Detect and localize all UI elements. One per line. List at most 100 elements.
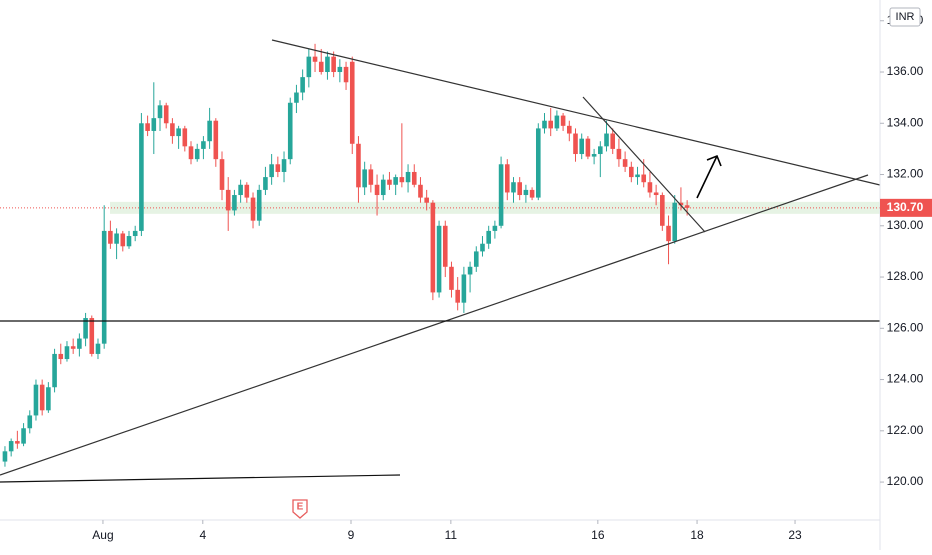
- x-tick-label: Aug: [92, 528, 113, 542]
- candle-body: [170, 123, 175, 137]
- candle-body: [176, 128, 181, 137]
- candle-body: [529, 189, 535, 198]
- arrow-head: [706, 154, 722, 167]
- candle-body: [108, 230, 113, 244]
- candle-body: [616, 148, 622, 160]
- candle-body: [269, 164, 274, 178]
- candle-body: [511, 182, 516, 193]
- trend-line: [582, 96, 706, 233]
- candle-body: [145, 123, 150, 131]
- candle-body: [182, 128, 188, 147]
- last-price-box: [880, 198, 932, 217]
- candle-body: [368, 169, 374, 185]
- candle-body: [225, 189, 231, 211]
- candle-body: [542, 120, 547, 129]
- candle-body: [442, 225, 448, 267]
- candle-body: [263, 177, 268, 190]
- trend-line: [0, 474, 401, 483]
- x-tick-label: 16: [591, 528, 605, 542]
- candle-body: [598, 146, 603, 155]
- currency-box[interactable]: [889, 7, 921, 27]
- candle-body: [250, 197, 256, 221]
- currency-label[interactable]: INR: [896, 11, 915, 23]
- candle-body: [517, 182, 522, 196]
- candle-body: [653, 192, 659, 196]
- y-tick-label: 120.00: [887, 474, 924, 488]
- candle-body: [244, 184, 250, 198]
- candle-body: [635, 174, 640, 178]
- candle-body: [89, 318, 95, 354]
- band-layer: [0, 201, 880, 214]
- candle-body: [455, 289, 460, 303]
- candle-body: [362, 169, 367, 188]
- candle-body: [641, 174, 647, 183]
- event-marker-shape[interactable]: [292, 499, 308, 519]
- candle-body: [424, 197, 429, 203]
- candle-body: [15, 441, 20, 444]
- candle-body: [554, 115, 560, 129]
- candle-body: [660, 195, 665, 226]
- candle-body: [83, 318, 88, 339]
- candle-body: [548, 120, 553, 129]
- candle-body: [21, 428, 26, 444]
- x-tick-label: 23: [788, 528, 802, 542]
- candle-body: [287, 102, 293, 160]
- candle-body: [480, 243, 485, 252]
- candle-body: [213, 120, 219, 160]
- candle-body: [46, 387, 51, 411]
- trend-line: [0, 174, 869, 476]
- candle-body: [436, 225, 442, 293]
- candle-body: [114, 233, 119, 244]
- candle-body: [325, 56, 330, 73]
- candle-body: [356, 143, 361, 188]
- y-tick-label: 124.00: [887, 372, 924, 386]
- candle-body: [337, 66, 343, 73]
- candle-body: [418, 184, 423, 198]
- candle-body: [684, 205, 690, 208]
- candle-body: [492, 225, 498, 231]
- candle-body: [467, 266, 473, 275]
- candle-body: [461, 274, 467, 303]
- candle-body: [219, 159, 225, 190]
- candle-body: [318, 61, 324, 73]
- y-tick-label: 130.00: [887, 218, 924, 232]
- event-marker-label[interactable]: E: [297, 502, 304, 513]
- candle-body: [430, 202, 436, 293]
- candle-body: [101, 230, 107, 344]
- event-marker[interactable]: E: [292, 499, 308, 519]
- candle-body: [411, 171, 417, 185]
- candle-body: [238, 184, 243, 196]
- candle-body: [132, 230, 138, 237]
- candle-body: [8, 441, 14, 452]
- candle-body: [567, 125, 572, 134]
- candle-body: [473, 251, 479, 267]
- candle-body: [666, 225, 671, 242]
- candle-body: [449, 266, 454, 290]
- y-tick-label: 134.00: [887, 115, 924, 129]
- candle-body: [504, 164, 510, 193]
- candle-body: [2, 451, 8, 462]
- candle-body: [331, 56, 336, 73]
- candle-body: [405, 171, 411, 183]
- candle-body: [312, 56, 318, 62]
- candle-body: [70, 346, 76, 349]
- candle-body: [275, 164, 281, 172]
- candle-body: [374, 184, 380, 196]
- candle-body: [151, 118, 157, 131]
- candle-body: [591, 154, 597, 157]
- candle-body: [163, 105, 169, 124]
- candle-body: [604, 133, 609, 147]
- candle-body: [256, 189, 262, 221]
- candle-body: [585, 138, 591, 157]
- candle-body: [486, 230, 491, 244]
- candle-body: [194, 148, 200, 160]
- candle-body: [27, 415, 33, 429]
- candle-body: [610, 133, 616, 149]
- candle-body: [300, 77, 305, 93]
- candle-body: [560, 115, 566, 126]
- y-tick-label: 132.00: [887, 167, 924, 181]
- candle-body: [579, 138, 585, 155]
- x-tick-label: 9: [348, 528, 355, 542]
- candle-body: [380, 179, 386, 196]
- candle-body: [573, 133, 578, 155]
